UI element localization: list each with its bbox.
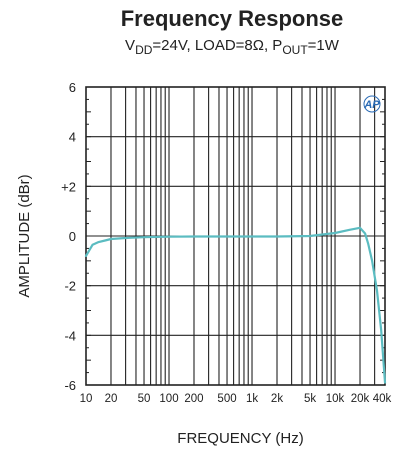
y-tick-label: -6 <box>64 378 76 393</box>
y-tick-label: -2 <box>64 279 76 294</box>
x-tick-label: 200 <box>184 393 203 405</box>
y-tick-label: 0 <box>69 229 76 244</box>
subtitle-text: V <box>125 37 135 54</box>
x-tick-label: 10k <box>326 393 345 405</box>
x-tick-label: 20 <box>105 393 118 405</box>
x-axis-label: FREQUENCY (Hz) <box>177 430 303 447</box>
x-tick-label: 20k <box>351 393 370 405</box>
y-tick-label: 4 <box>69 130 76 145</box>
subtitle-subscript: OUT <box>282 43 308 57</box>
series-line-amplitude <box>84 226 387 384</box>
x-tick-label: 1k <box>246 393 258 405</box>
x-tick-label: 40k <box>373 393 392 405</box>
x-tick-label: 50 <box>138 393 151 405</box>
subtitle-text: =1W <box>308 37 340 54</box>
chart-title: Frequency Response <box>121 6 344 31</box>
plot-frame <box>85 86 386 386</box>
x-tick-label: 100 <box>159 393 178 405</box>
chart-subtitle: VDD=24V, LOAD=8Ω, POUT=1W <box>125 37 340 57</box>
y-tick-label: +2 <box>61 179 76 194</box>
subtitle-subscript: DD <box>135 43 153 57</box>
logo-text: AP <box>363 99 380 111</box>
y-axis-label: AMPLITUDE (dBr) <box>16 174 33 297</box>
x-tick-labels: 10 20 50 100 200 500 1k 2k 5k 10k 20k 40k <box>80 393 392 405</box>
y-tick-label: 6 <box>69 80 76 95</box>
logo-ring-icon <box>363 95 381 113</box>
x-tick-label: 500 <box>217 393 236 405</box>
y-tick-labels: 6 4 +2 0 -2 -4 -6 <box>61 80 76 393</box>
x-tick-label: 2k <box>271 393 283 405</box>
subtitle-text: =24V, LOAD=8Ω, P <box>152 37 282 54</box>
x-tick-label: 10 <box>80 393 93 405</box>
y-tick-label: -4 <box>64 328 76 343</box>
audio-precision-logo: AP <box>363 95 381 113</box>
x-tick-label: 5k <box>304 393 316 405</box>
